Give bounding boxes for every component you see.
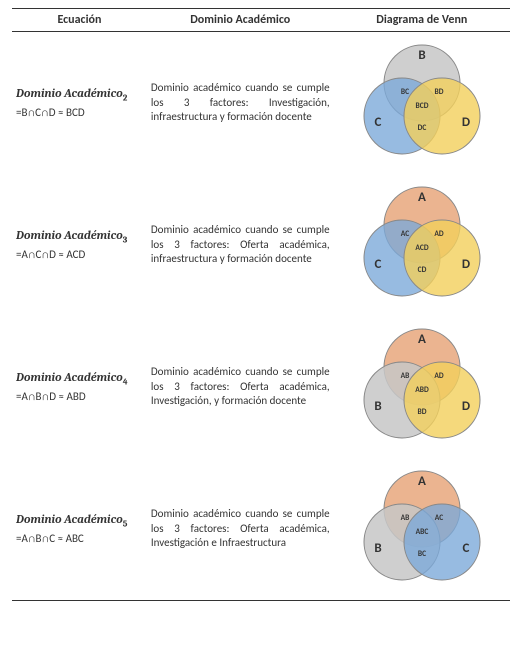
venn-label-top: A: [418, 190, 426, 205]
table-row: Dominio Académico2 =B∩C∩D ≈ BCD Dominio …: [12, 32, 510, 175]
venn-label-tr: AD: [434, 372, 444, 381]
venn-cell: A B D AB AD BD ABD: [334, 316, 510, 458]
equation-formula: =A∩C∩D ≈ ACD: [16, 248, 143, 263]
venn-label-bl: CD: [417, 266, 426, 275]
venn-label-tl: AB: [400, 372, 409, 381]
equation-cell: Dominio Académico4 =A∩B∩D ≈ ABD: [12, 316, 147, 458]
venn-label-top: B: [418, 48, 425, 63]
description-cell: Dominio académico cuando se cumple los 3…: [147, 32, 334, 175]
venn-diagram: B C D BC BD DC BCD: [347, 38, 497, 168]
table-row: Dominio Académico4 =A∩B∩D ≈ ABD Dominio …: [12, 316, 510, 458]
header-equation: Ecuación: [12, 9, 147, 32]
venn-label-tl: BC: [401, 88, 409, 97]
venn-label-top: A: [418, 474, 426, 489]
domain-table: Ecuación Dominio Académico Diagrama de V…: [12, 8, 510, 601]
equation-cell: Dominio Académico3 =A∩C∩D ≈ ACD: [12, 174, 147, 316]
venn-label-bl: BC: [418, 550, 426, 559]
equation-cell: Dominio Académico2 =B∩C∩D ≈ BCD: [12, 32, 147, 175]
venn-label-right: D: [462, 115, 470, 130]
venn-label-left: C: [374, 115, 381, 130]
venn-label-left: B: [374, 541, 381, 556]
venn-label-tr: AD: [434, 230, 444, 239]
venn-label-top: A: [418, 332, 426, 347]
venn-label-right: D: [462, 257, 470, 272]
venn-diagram: A C D AC AD CD ACD: [347, 180, 497, 310]
venn-diagram: A B D AB AD BD ABD: [347, 322, 497, 452]
equation-cell: Dominio Académico5 =A∩B∩C ≈ ABC: [12, 458, 147, 601]
table-row: Dominio Académico3 =A∩C∩D ≈ ACD Dominio …: [12, 174, 510, 316]
venn-label-bl: DC: [417, 124, 426, 133]
equation-title: Dominio Académico4: [16, 369, 143, 389]
venn-label-center: BCD: [415, 102, 428, 111]
venn-label-tr: BD: [434, 88, 443, 97]
description-cell: Dominio académico cuando se cumple los 3…: [147, 316, 334, 458]
venn-cell: A C D AC AD CD ACD: [334, 174, 510, 316]
venn-cell: A B C AB AC BC ABC: [334, 458, 510, 601]
header-domain: Dominio Académico: [147, 9, 334, 32]
header-venn: Diagrama de Venn: [334, 9, 510, 32]
equation-formula: =A∩B∩D ≈ ABD: [16, 390, 143, 405]
description-cell: Dominio académico cuando se cumple los 3…: [147, 174, 334, 316]
equation-formula: =A∩B∩C ≈ ABC: [16, 532, 143, 547]
equation-title: Dominio Académico2: [16, 85, 143, 105]
table-row: Dominio Académico5 =A∩B∩C ≈ ABC Dominio …: [12, 458, 510, 601]
table-header-row: Ecuación Dominio Académico Diagrama de V…: [12, 9, 510, 32]
venn-label-right: D: [462, 399, 470, 414]
venn-label-center: ABC: [415, 528, 428, 537]
equation-title: Dominio Académico3: [16, 227, 143, 247]
venn-cell: B C D BC BD DC BCD: [334, 32, 510, 175]
equation-formula: =B∩C∩D ≈ BCD: [16, 106, 143, 121]
venn-label-center: ABD: [415, 386, 429, 395]
equation-title: Dominio Académico5: [16, 511, 143, 531]
venn-label-tl: AB: [400, 514, 409, 523]
venn-label-right: C: [462, 541, 469, 556]
venn-label-bl: BD: [417, 408, 426, 417]
venn-label-tr: AC: [435, 514, 443, 523]
venn-diagram: A B C AB AC BC ABC: [347, 464, 497, 594]
venn-label-left: C: [374, 257, 381, 272]
venn-label-center: ACD: [415, 244, 428, 253]
venn-label-left: B: [374, 399, 381, 414]
venn-label-tl: AC: [401, 230, 409, 239]
description-cell: Dominio académico cuando se cumple los 3…: [147, 458, 334, 601]
